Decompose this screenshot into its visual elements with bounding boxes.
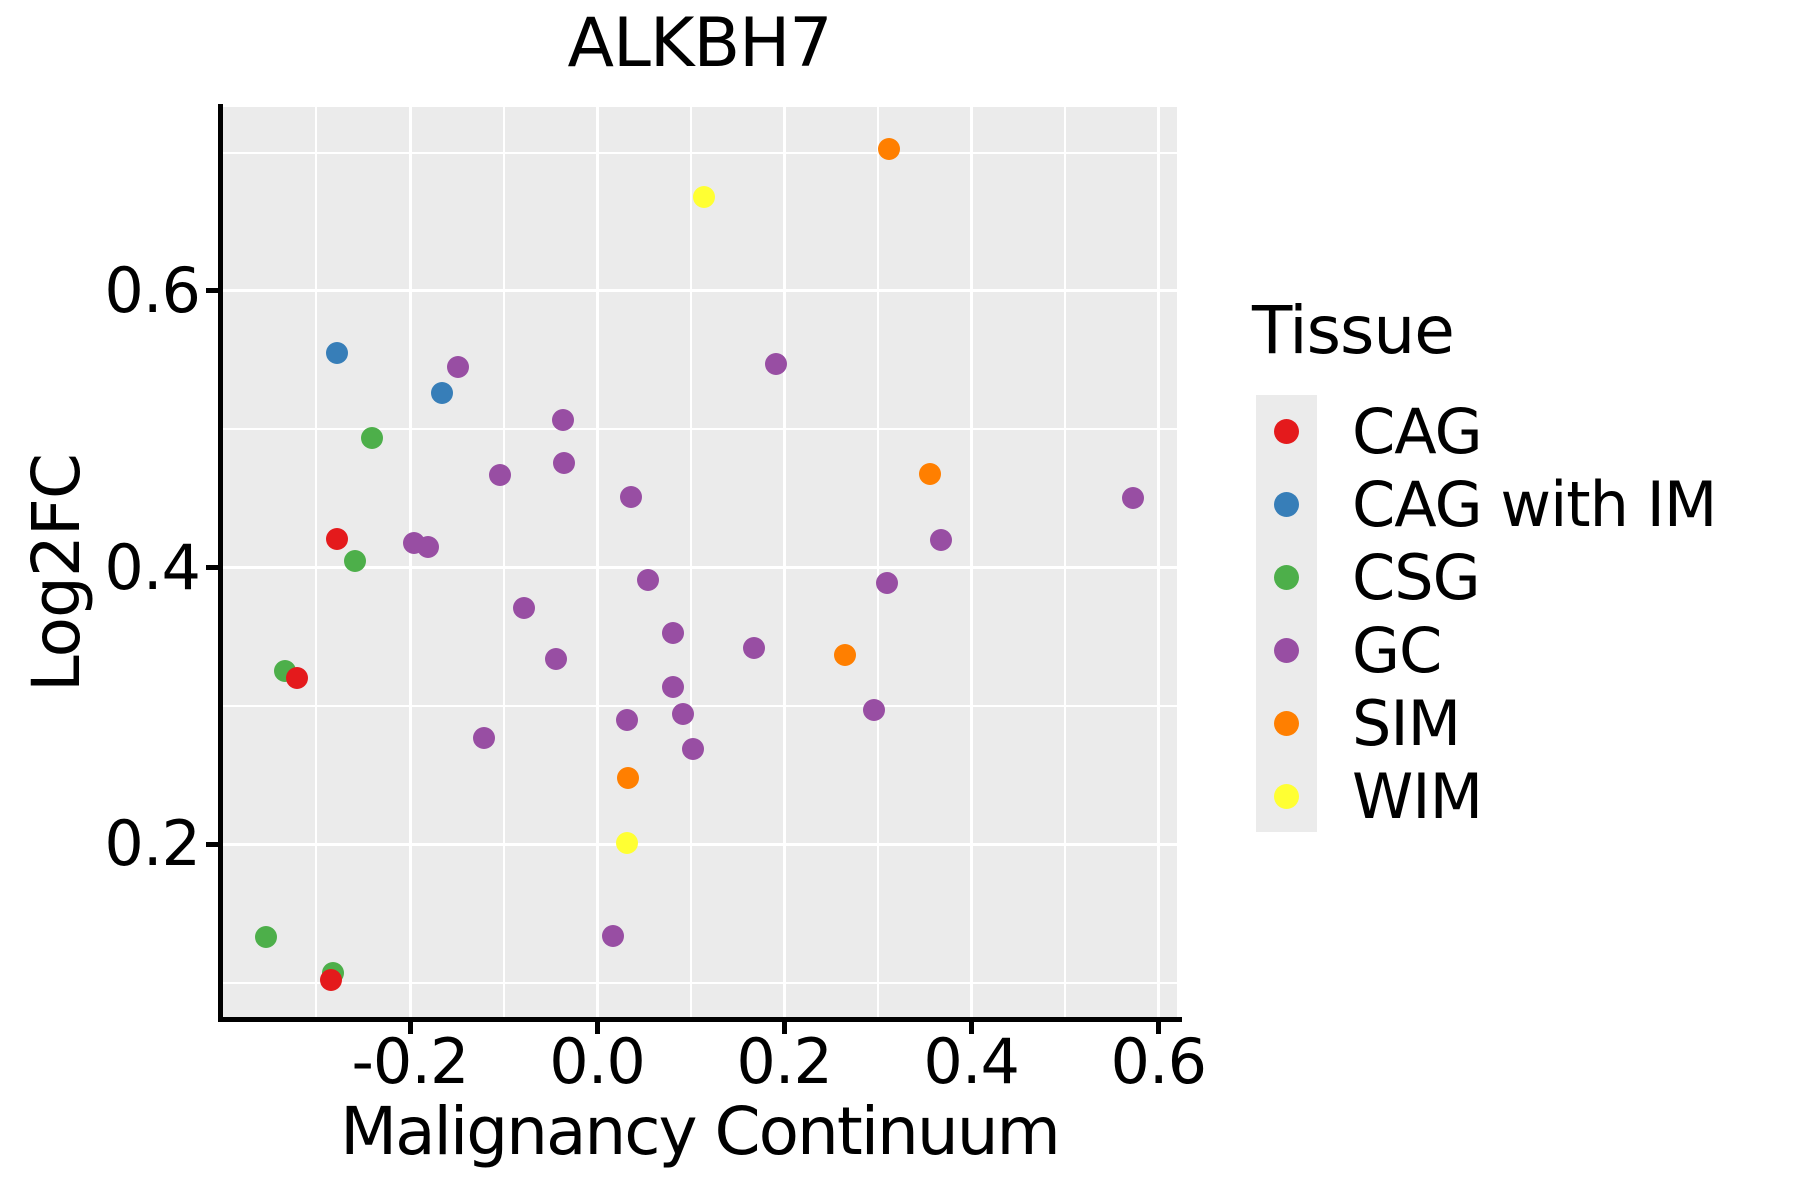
y-minor-gridline	[222, 428, 1177, 431]
y-tick-mark	[206, 841, 218, 847]
y-axis-line	[218, 104, 223, 1022]
data-point-wim	[692, 185, 715, 208]
legend-entry-cag-with-im: CAG with IM	[1256, 468, 1796, 541]
data-point-csg	[360, 426, 383, 449]
x-tick-label: 0.0	[549, 1025, 646, 1098]
legend-entries: CAG CAG with IM CSG GC SIM WIM	[1256, 395, 1796, 833]
legend-entry-label: GC	[1352, 614, 1442, 687]
data-point-gc	[1122, 487, 1145, 510]
data-point-gc	[672, 703, 695, 726]
data-point-gc	[619, 486, 642, 509]
y-tick-label: 0.4	[104, 530, 201, 604]
legend-entry-label: CSG	[1352, 541, 1481, 614]
x-minor-gridline	[689, 107, 692, 1020]
y-major-gridline	[222, 842, 1177, 846]
data-point-gc	[764, 353, 787, 376]
y-major-gridline	[222, 566, 1177, 570]
data-point-gc	[930, 528, 953, 551]
data-point-cag-with-im	[326, 342, 349, 365]
x-major-gridline	[969, 107, 973, 1020]
legend-title: Tissue	[1252, 292, 1455, 369]
legend-entry-sim: SIM	[1256, 687, 1796, 760]
legend-swatch-icon	[1274, 784, 1299, 809]
x-tick-label: 0.4	[923, 1025, 1020, 1098]
data-point-cag	[326, 527, 349, 550]
x-tick-mark	[782, 1022, 788, 1034]
data-point-gc	[488, 463, 511, 486]
legend-entry-cag: CAG	[1256, 395, 1796, 468]
legend-swatch-icon	[1274, 492, 1299, 517]
data-point-gc	[601, 924, 624, 947]
x-major-gridline	[595, 107, 599, 1020]
data-point-sim	[919, 462, 942, 485]
y-major-gridline	[222, 289, 1177, 293]
data-point-gc	[472, 726, 495, 749]
data-point-gc	[416, 535, 439, 558]
x-tick-mark	[595, 1022, 601, 1034]
legend-entry-gc: GC	[1256, 614, 1796, 687]
y-tick-label: 0.6	[104, 253, 201, 327]
data-point-gc	[661, 621, 684, 644]
legend-entry-label: WIM	[1352, 760, 1483, 833]
x-axis-line	[218, 1017, 1182, 1022]
x-tick-label: 0.2	[736, 1025, 833, 1098]
data-point-gc	[616, 708, 638, 731]
data-point-gc	[513, 596, 536, 619]
legend-entry-label: CAG	[1352, 395, 1483, 468]
y-axis-title: Log2FC	[18, 454, 95, 692]
data-point-gc	[743, 636, 766, 659]
data-point-csg	[254, 926, 277, 948]
x-tick-mark	[1156, 1022, 1162, 1034]
y-minor-gridline	[222, 704, 1177, 707]
x-tick-mark	[408, 1022, 413, 1034]
data-point-gc	[636, 569, 659, 592]
x-major-gridline	[1156, 107, 1160, 1020]
data-point-gc	[552, 408, 575, 431]
legend-keys-background	[1256, 395, 1317, 832]
x-minor-gridline	[315, 107, 318, 1020]
legend-swatch-icon	[1274, 638, 1299, 663]
data-point-cag	[285, 667, 308, 690]
data-point-cag	[320, 968, 343, 991]
x-tick-label: -0.2	[351, 1025, 470, 1098]
data-point-gc	[862, 699, 885, 722]
data-point-gc	[553, 451, 576, 474]
data-point-gc	[446, 356, 469, 379]
data-point-csg	[343, 549, 366, 572]
legend-swatch-icon	[1274, 565, 1299, 590]
y-minor-gridline	[222, 151, 1177, 154]
data-point-gc	[876, 571, 899, 594]
data-point-gc	[544, 647, 567, 670]
legend-entry-wim: WIM	[1256, 760, 1796, 833]
legend-entry-csg: CSG	[1256, 541, 1796, 614]
data-point-sim	[877, 137, 900, 160]
y-tick-mark	[206, 288, 218, 294]
x-axis-title: Malignancy Continuum	[340, 1093, 1061, 1170]
y-minor-gridline	[222, 981, 1177, 984]
legend-entry-label: CAG with IM	[1352, 468, 1717, 541]
data-point-gc	[661, 675, 684, 698]
data-point-sim	[616, 766, 639, 789]
y-tick-mark	[206, 565, 218, 571]
x-major-gridline	[408, 107, 412, 1020]
x-tick-label: 0.6	[1110, 1025, 1207, 1098]
x-tick-mark	[969, 1022, 975, 1034]
x-minor-gridline	[1063, 107, 1066, 1020]
plot-title: ALKBH7	[567, 4, 832, 83]
data-point-wim	[616, 831, 638, 854]
data-point-sim	[833, 643, 856, 666]
data-point-gc	[682, 737, 705, 760]
x-minor-gridline	[502, 107, 505, 1020]
y-tick-label: 0.2	[104, 807, 201, 881]
legend-entry-label: SIM	[1352, 687, 1461, 760]
x-minor-gridline	[876, 107, 879, 1020]
data-point-cag-with-im	[430, 382, 453, 405]
x-major-gridline	[782, 107, 786, 1020]
legend: Tissue CAG CAG with IM CSG GC SIM WIM	[1240, 280, 1800, 840]
plot-panel	[222, 107, 1177, 1020]
legend-swatch-icon	[1274, 711, 1299, 736]
legend-swatch-icon	[1274, 419, 1299, 444]
